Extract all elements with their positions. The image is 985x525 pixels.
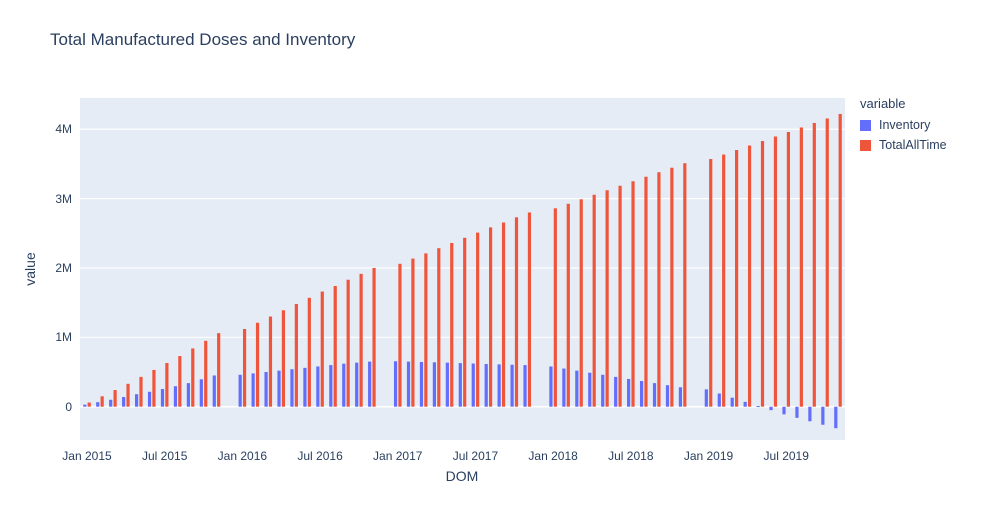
chart-title: Total Manufactured Doses and Inventory [50,30,356,49]
y-tick-label: 0 [65,399,72,414]
legend-title: variable [860,96,906,111]
plot-area[interactable] [80,98,845,440]
y-tick-label: 4M [55,122,72,137]
x-tick-label: Jan 2017 [373,449,423,463]
y-tick-label: 2M [55,260,72,275]
legend: variable Inventory TotalAllTime [860,96,947,158]
legend-item-label: TotalAllTime [879,138,947,152]
x-tick-label: Jan 2016 [217,449,268,463]
legend-item-totalalltime[interactable]: TotalAllTime [860,138,947,152]
x-axis-title: DOM [445,468,479,484]
x-tick-label: Jul 2015 [142,449,188,463]
x-tick-label: Jan 2018 [528,449,578,463]
x-tick-label: Jul 2017 [452,449,499,463]
legend-item-label: Inventory [879,118,931,132]
x-tick-label: Jan 2015 [62,449,112,463]
inventory-swatch-icon [860,119,871,131]
y-tick-label: 1M [55,330,72,345]
x-tick-label: Jul 2016 [297,449,343,463]
x-tick-label: Jul 2019 [763,449,809,463]
y-tick-label: 3M [55,191,72,206]
x-tick-label: Jan 2019 [683,449,734,463]
totalalltime-swatch-icon [860,139,871,151]
x-tick-label: Jul 2018 [608,449,654,463]
bars-canvas [80,113,845,429]
legend-item-inventory[interactable]: Inventory [860,118,947,132]
